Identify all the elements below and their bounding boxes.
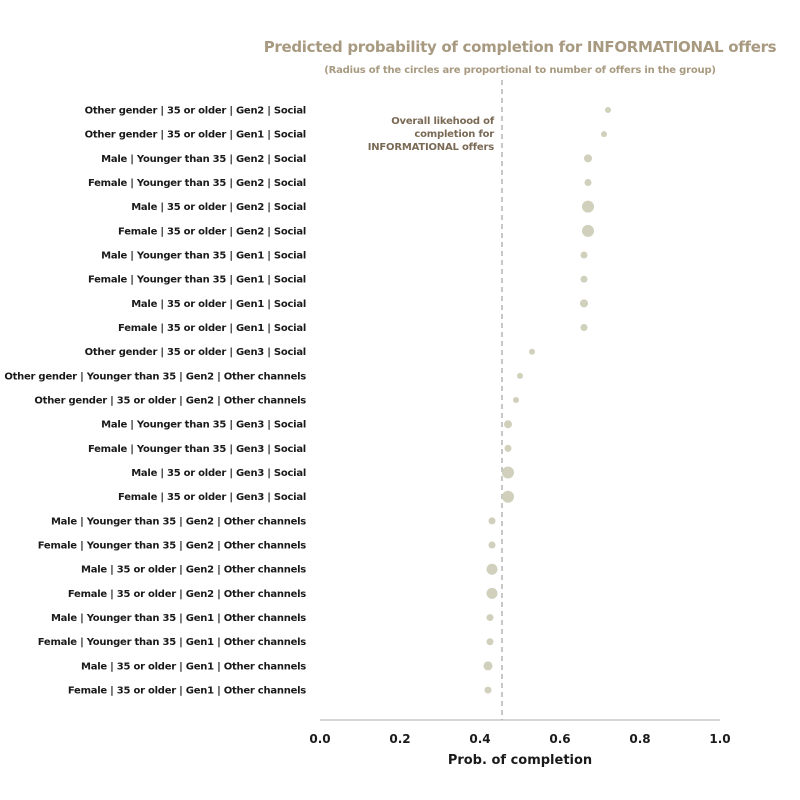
data-point bbox=[582, 224, 594, 237]
category-label: Male | 35 or older | Gen2 | Social bbox=[131, 202, 306, 213]
category-label: Male | 35 or older | Gen2 | Other channe… bbox=[81, 565, 306, 576]
x-axis-ticks: 0.0 0.2 0.4 0.6 0.8 1.0 bbox=[309, 732, 730, 746]
category-label: Male | Younger than 35 | Gen1 | Other ch… bbox=[51, 613, 306, 624]
x-tick-label: 1.0 bbox=[709, 732, 730, 746]
data-point bbox=[486, 614, 494, 622]
data-point bbox=[486, 587, 498, 599]
data-point bbox=[580, 275, 588, 283]
annotation-line: completion for bbox=[414, 129, 494, 140]
category-labels: Other gender | 35 or older | Gen2 | Soci… bbox=[4, 106, 306, 697]
category-label: Female | 35 or older | Gen2 | Social bbox=[118, 226, 306, 237]
category-label: Female | 35 or older | Gen3 | Social bbox=[118, 492, 306, 503]
category-label: Female | Younger than 35 | Gen2 | Other … bbox=[38, 541, 307, 552]
data-point bbox=[580, 324, 588, 332]
data-point bbox=[488, 541, 496, 549]
x-axis-title: Prob. of completion bbox=[448, 753, 592, 768]
category-label: Female | 35 or older | Gen1 | Social bbox=[118, 323, 306, 334]
category-label: Other gender | 35 or older | Gen3 | Soci… bbox=[85, 347, 306, 358]
chart-title: Predicted probability of completion for … bbox=[264, 38, 777, 56]
data-point bbox=[504, 444, 512, 452]
category-label: Other gender | 35 or older | Gen2 | Othe… bbox=[34, 396, 306, 407]
data-point bbox=[580, 251, 588, 259]
category-label: Female | 35 or older | Gen2 | Other chan… bbox=[68, 589, 306, 600]
x-tick-label: 0.8 bbox=[629, 732, 650, 746]
category-label: Male | 35 or older | Gen3 | Social bbox=[131, 468, 306, 479]
x-tick-label: 0.2 bbox=[389, 732, 410, 746]
data-point bbox=[582, 200, 594, 213]
category-label: Female | Younger than 35 | Gen1 | Social bbox=[88, 275, 306, 286]
category-label: Male | Younger than 35 | Gen2 | Other ch… bbox=[51, 516, 306, 527]
category-label: Female | Younger than 35 | Gen1 | Other … bbox=[38, 637, 307, 648]
category-label: Other gender | Younger than 35 | Gen2 | … bbox=[4, 371, 306, 382]
annotation-line: Overall likehood of bbox=[391, 116, 495, 127]
category-label: Female | 35 or older | Gen1 | Other chan… bbox=[68, 686, 306, 697]
category-label: Male | 35 or older | Gen1 | Social bbox=[131, 299, 306, 310]
data-point bbox=[486, 563, 498, 575]
data-point bbox=[605, 107, 611, 113]
category-label: Male | Younger than 35 | Gen1 | Social bbox=[101, 251, 306, 262]
data-point bbox=[601, 131, 607, 138]
data-point bbox=[584, 154, 592, 163]
data-point bbox=[513, 397, 519, 404]
category-label: Male | Younger than 35 | Gen2 | Social bbox=[101, 154, 306, 165]
category-label: Male | Younger than 35 | Gen3 | Social bbox=[101, 420, 306, 431]
data-points bbox=[483, 107, 611, 694]
x-tick-label: 0.6 bbox=[549, 732, 570, 746]
data-point bbox=[484, 686, 492, 694]
data-point bbox=[517, 372, 523, 379]
chart-subtitle: (Radius of the circles are proportional … bbox=[324, 65, 716, 76]
data-point bbox=[488, 517, 496, 525]
x-tick-label: 0.0 bbox=[309, 732, 330, 746]
data-point bbox=[529, 348, 535, 355]
overall-likelihood-annotation: Overall likehood of completion for INFORMA… bbox=[368, 116, 495, 153]
category-label: Other gender | 35 or older | Gen1 | Soci… bbox=[85, 130, 306, 141]
data-point bbox=[504, 420, 512, 429]
x-tick-label: 0.4 bbox=[469, 732, 490, 746]
category-label: Female | Younger than 35 | Gen3 | Social bbox=[88, 444, 306, 455]
category-label: Male | 35 or older | Gen1 | Other channe… bbox=[81, 661, 306, 672]
category-label: Female | Younger than 35 | Gen2 | Social bbox=[88, 178, 306, 189]
category-label: Other gender | 35 or older | Gen2 | Soci… bbox=[85, 106, 306, 117]
annotation-line: INFORMATIONAL offers bbox=[368, 142, 495, 153]
data-point bbox=[584, 179, 592, 187]
data-point bbox=[502, 466, 514, 479]
data-point bbox=[486, 638, 494, 646]
data-point bbox=[502, 490, 514, 503]
data-point bbox=[483, 661, 493, 671]
data-point bbox=[580, 299, 588, 308]
